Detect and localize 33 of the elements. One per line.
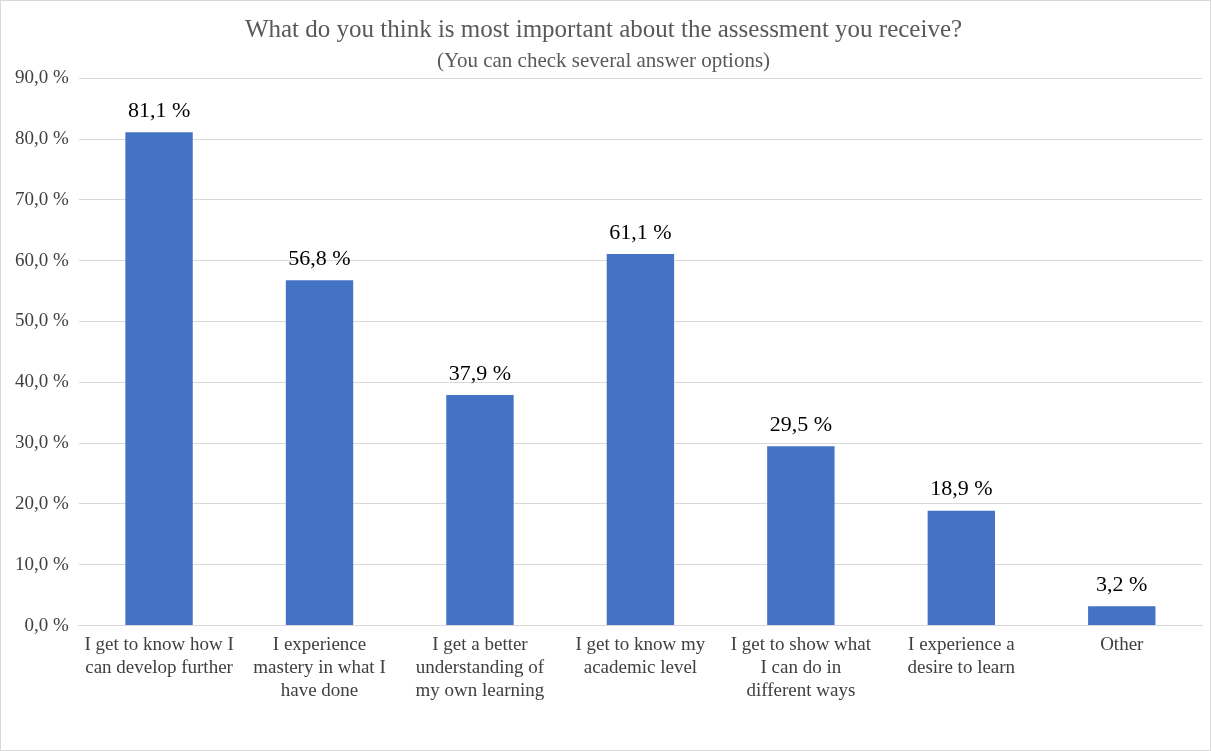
y-tick-label: 50,0 % bbox=[15, 309, 69, 331]
y-tick-label: 0,0 % bbox=[24, 613, 69, 635]
y-tick-label: 10,0 % bbox=[15, 552, 69, 574]
y-tick-label: 90,0 % bbox=[15, 66, 69, 88]
y-tick-label: 80,0 % bbox=[15, 127, 69, 149]
bar bbox=[125, 132, 193, 626]
bar bbox=[606, 253, 675, 626]
y-tick-label: 30,0 % bbox=[15, 431, 69, 453]
x-tick-label: I get to know how I can develop further bbox=[84, 632, 234, 677]
x-tick-label: Other bbox=[1100, 632, 1145, 654]
x-tick-label: I get a better understanding of my own learning bbox=[415, 632, 545, 700]
x-tick-label: I get to know my academic level bbox=[575, 632, 706, 677]
bar bbox=[446, 395, 514, 626]
data-label: 18,9 % bbox=[930, 475, 993, 501]
data-label: 3,2 % bbox=[1096, 570, 1148, 596]
y-tick-label: 40,0 % bbox=[15, 370, 69, 392]
x-tick-label: I experience a desire to learn bbox=[907, 632, 1016, 677]
bar bbox=[285, 280, 354, 626]
bar bbox=[1088, 606, 1156, 626]
y-tick-label: 20,0 % bbox=[15, 491, 69, 513]
x-tick-label: I experience mastery in what I have done bbox=[253, 632, 386, 700]
chart-title: What do you think is most important about the assessment you receive? bbox=[244, 14, 963, 42]
data-label: 29,5 % bbox=[769, 410, 833, 436]
bar bbox=[767, 446, 835, 626]
x-tick-label: I get to show what I can do in different ways bbox=[730, 632, 872, 700]
bar bbox=[927, 510, 996, 626]
data-label: 61,1 % bbox=[609, 218, 672, 244]
data-label: 81,1 % bbox=[127, 97, 191, 123]
data-label: 37,9 % bbox=[448, 359, 512, 385]
y-tick-label: 70,0 % bbox=[15, 187, 69, 209]
y-tick-label: 60,0 % bbox=[15, 248, 69, 270]
chart-subtitle: (You can check several answer options) bbox=[436, 48, 771, 73]
data-label: 56,8 % bbox=[288, 244, 351, 270]
